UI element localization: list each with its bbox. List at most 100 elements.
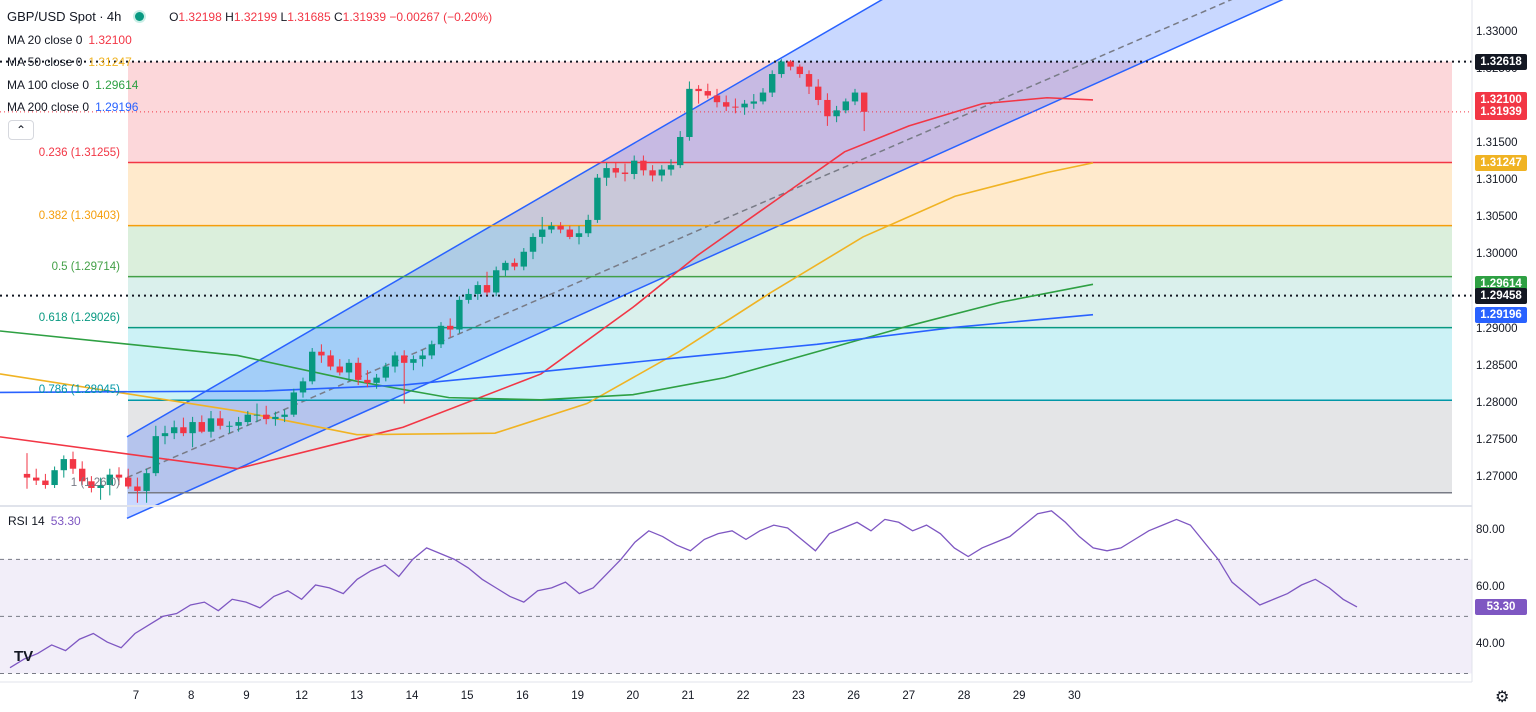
gear-icon[interactable]: ⚙ <box>1495 689 1510 706</box>
fib-zone <box>128 162 1452 226</box>
symbol-name[interactable]: GBP/USD Spot <box>7 9 96 24</box>
ma20-legend[interactable]: MA 20 close 0 1.32100 <box>7 29 492 52</box>
candle-body <box>189 422 196 434</box>
price-axis-label: 1.30000 <box>1476 248 1518 261</box>
ma200-legend[interactable]: MA 200 close 0 1.29196 <box>7 96 492 119</box>
candle-body <box>23 473 31 478</box>
price-axis-label: 1.31000 <box>1476 174 1518 187</box>
candle-body <box>621 172 629 175</box>
candle-body <box>594 177 601 220</box>
candle-body <box>281 414 288 417</box>
price-axis-label: 1.30500 <box>1476 211 1518 224</box>
candle-body <box>125 477 132 487</box>
candle-body <box>336 366 343 373</box>
time-axis-label: 14 <box>405 690 419 702</box>
low-value: 1.31685 <box>287 10 331 24</box>
candle-body <box>391 355 399 367</box>
candle-body <box>33 477 40 481</box>
time-axis-label: 12 <box>295 690 308 702</box>
ma50-value: 1.31247 <box>88 55 132 69</box>
candle-body <box>410 359 417 363</box>
ma100-legend[interactable]: MA 100 close 0 1.29614 <box>7 74 492 97</box>
candle-body <box>207 418 215 432</box>
candle-body <box>511 262 518 267</box>
candle-body <box>557 225 564 230</box>
price-tag: 1.29458 <box>1475 287 1527 304</box>
time-axis-label: 30 <box>1067 690 1081 702</box>
candle-body <box>695 88 702 92</box>
time-axis-label: 27 <box>902 690 916 702</box>
candle-body <box>79 468 86 482</box>
candle-body <box>658 169 665 176</box>
candle-body <box>520 251 527 267</box>
candle-body <box>97 485 104 488</box>
rsi-legend[interactable]: RSI 14 53.30 <box>8 514 81 528</box>
ma200-value: 1.29196 <box>95 100 139 114</box>
candle-body <box>272 416 279 420</box>
symbol-separator: · <box>99 9 104 24</box>
candle-body <box>253 414 261 416</box>
candle-body <box>741 103 748 108</box>
fib-level-label: 0.786 (1.28045) <box>38 384 120 397</box>
ma-line-ma50 <box>0 162 1094 436</box>
price-tag: 1.31247 <box>1475 155 1527 172</box>
ma50-label: MA 50 close 0 <box>7 55 83 69</box>
open-value: 1.32198 <box>178 10 222 24</box>
candle-body <box>106 474 113 486</box>
time-axis-label: 15 <box>460 690 474 702</box>
candle-body <box>539 229 546 237</box>
time-axis-label: 9 <box>243 690 250 702</box>
rsi-value: 53.30 <box>50 514 81 528</box>
price-axis-label: 1.31500 <box>1476 137 1518 150</box>
candle-body <box>290 392 297 415</box>
candle-body <box>824 99 831 117</box>
candle-body <box>226 425 233 427</box>
channel-lower-line <box>126 0 1284 520</box>
candle-body <box>787 61 794 67</box>
candle-body <box>437 325 445 345</box>
rsi-axis-label: 80.00 <box>1476 523 1505 536</box>
candle-body <box>612 168 619 173</box>
time-axis-label: 22 <box>736 690 750 702</box>
candle-body <box>713 95 721 103</box>
time-axis-label: 20 <box>626 690 640 702</box>
price-tag: 53.30 <box>1475 598 1527 615</box>
candle-body <box>42 480 49 486</box>
candle-body <box>667 165 675 170</box>
ma50-legend[interactable]: MA 50 close 0 1.31247 <box>7 51 492 74</box>
candle-body <box>299 381 307 393</box>
candle-body <box>483 285 491 293</box>
candle-body <box>493 270 500 293</box>
candle-body <box>161 433 169 437</box>
tradingview-logo-icon[interactable]: TV <box>14 648 34 665</box>
candle-body <box>842 101 849 111</box>
ma200-label: MA 200 close 0 <box>7 100 90 114</box>
fib-level-label: 1 (1.26 0) <box>70 476 120 489</box>
price-axis-label: 1.33000 <box>1476 26 1518 39</box>
chevron-up-icon[interactable]: ⌃ <box>8 120 34 140</box>
candle-body <box>134 486 141 491</box>
high-label: H <box>225 10 234 24</box>
candle-body <box>566 229 573 237</box>
price-tag: 1.32618 <box>1475 53 1527 70</box>
symbol-row: GBP/USD Spot · 4h O1.32198 H1.32199 L1.3… <box>7 6 492 29</box>
candle-body <box>263 414 270 420</box>
candle-body <box>171 427 178 434</box>
timeframe[interactable]: 4h <box>106 9 122 24</box>
time-axis-label: 7 <box>132 690 140 702</box>
rsi-axis-label: 60.00 <box>1476 580 1505 593</box>
open-label: O <box>169 10 179 24</box>
time-axis-label: 16 <box>515 690 529 702</box>
ma-line-ma200 <box>0 313 1094 394</box>
candle-body <box>143 473 150 491</box>
time-axis-label: 19 <box>571 690 584 702</box>
high-value: 1.32199 <box>233 10 278 24</box>
candle-body <box>723 102 730 107</box>
fib-level-label: 0.618 (1.29026) <box>38 311 120 324</box>
fib-level-label: 0.382 (1.30403) <box>38 209 120 222</box>
chart-legend: GBP/USD Spot · 4h O1.32198 H1.32199 L1.3… <box>7 6 492 119</box>
candle-body <box>686 88 693 137</box>
rsi-axis-label: 40.00 <box>1476 637 1505 650</box>
